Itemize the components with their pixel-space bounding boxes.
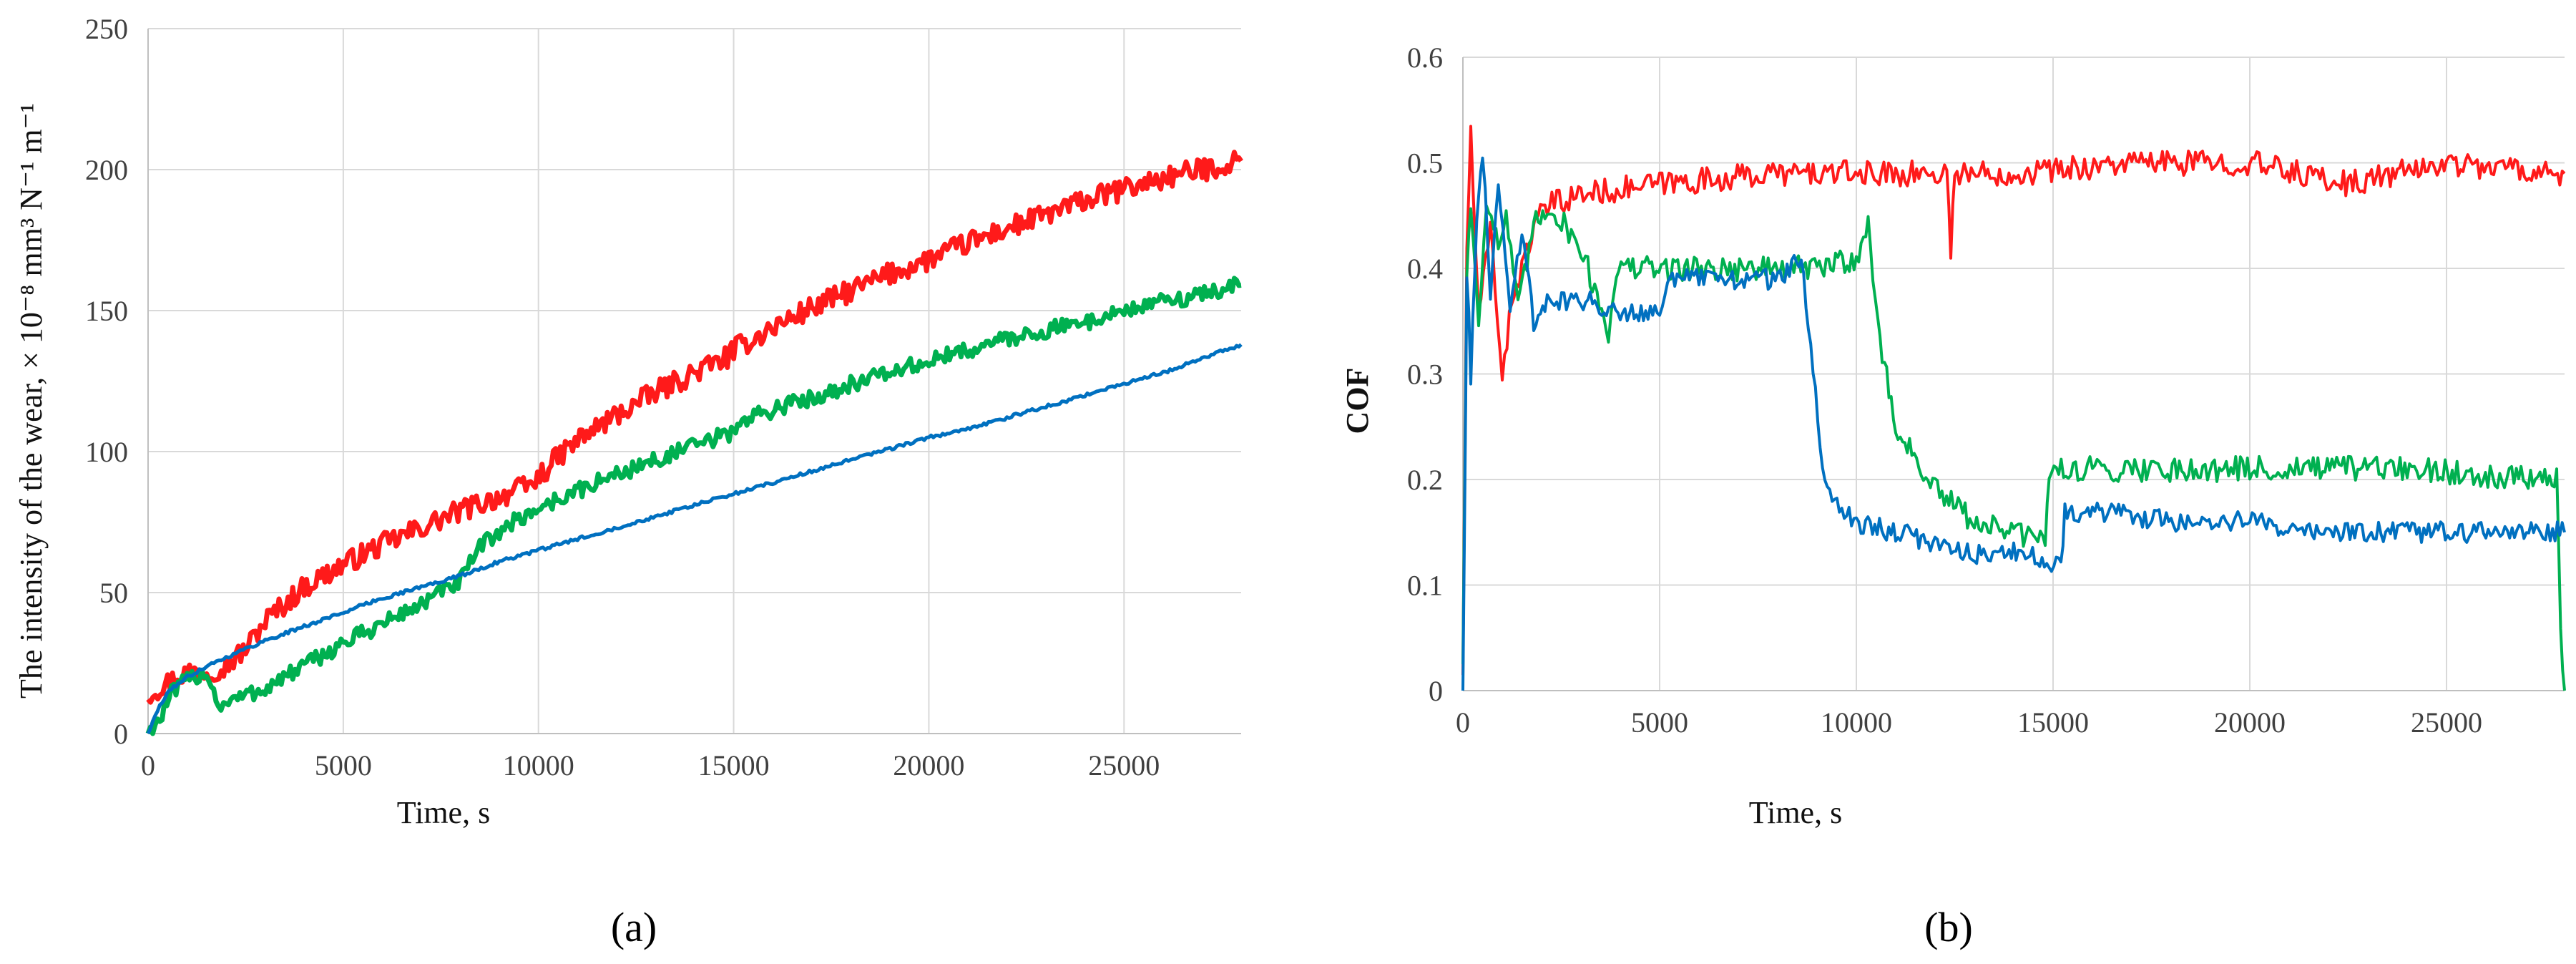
y-tick-label-a-0: 0 [114,718,128,750]
x-tick-label-a-2: 10000 [503,749,574,782]
tick-labels-b: 0 0.1 0.2 0.3 0.4 0.5 0.6 0 5000 10000 15000 20000 2… [1407,42,2482,739]
y-tick-label-a-5: 250 [85,13,128,45]
x-axis-title-a: Time, s [397,795,490,830]
x-tick-label-b-0: 0 [1456,706,1470,739]
gridlines-a [147,28,1241,734]
x-tick-label-a-3: 15000 [698,749,770,782]
y-tick-label-b-2: 0.2 [1407,464,1443,496]
x-tick-label-b-4: 20000 [2214,706,2286,739]
y-axis-title-b: COF [1340,368,1375,434]
chart-panel-a: 0 50 100 150 200 250 0 5000 10000 15000 20000 25000… [14,13,1243,950]
y-tick-label-b-6: 0.6 [1407,42,1443,74]
y-tick-label-b-4: 0.4 [1407,253,1443,285]
x-tick-label-b-5: 25000 [2411,706,2482,739]
y-tick-label-a-2: 100 [85,436,128,468]
x-tick-label-a-1: 5000 [315,749,372,782]
series-line-green-a [145,276,1242,736]
series-layer-a [145,150,1243,736]
series-line-green-b [1461,204,2566,691]
x-tick-label-b-3: 15000 [2017,706,2089,739]
x-tick-label-b-1: 5000 [1631,706,1688,739]
x-tick-label-a-4: 20000 [893,749,964,782]
x-tick-label-b-2: 10000 [1821,706,1892,739]
y-tick-label-a-4: 200 [85,154,128,186]
series-line-red-a [146,150,1243,705]
y-tick-label-b-1: 0.1 [1407,570,1443,602]
series-line-red-b [1461,125,2566,676]
gridlines-b [1462,57,2565,691]
y-tick-label-a-1: 50 [99,577,128,609]
series-layer-b [1461,125,2566,691]
x-tick-label-a-0: 0 [141,749,155,782]
series-line-blue-b [1461,156,2566,691]
series-line-blue-a [146,343,1243,735]
panel-label-b: (b) [1924,904,1973,950]
panel-label-a: (a) [611,904,657,950]
y-tick-label-b-3: 0.3 [1407,359,1443,391]
chart-panel-b: 0 0.1 0.2 0.3 0.4 0.5 0.6 0 5000 10000 15000 20000 2… [1340,42,2566,950]
y-tick-label-b-0: 0 [1429,675,1443,707]
tick-labels-a: 0 50 100 150 200 250 0 5000 10000 15000 20000 25000 [85,13,1160,782]
x-tick-label-a-5: 25000 [1088,749,1160,782]
x-axis-title-b: Time, s [1749,795,1842,830]
y-tick-label-a-3: 150 [85,295,128,327]
y-axis-title-a: The intensity of the wear, × 10⁻⁸ mm³ N⁻… [14,103,49,698]
y-tick-label-b-5: 0.5 [1407,147,1443,180]
